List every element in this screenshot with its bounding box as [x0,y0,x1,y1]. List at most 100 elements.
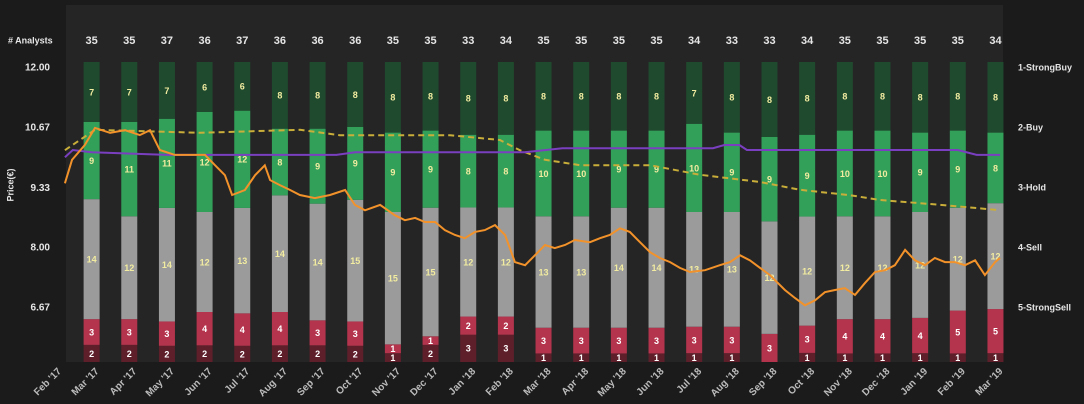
bar-segment [912,62,929,133]
bar-label: 9 [616,165,621,175]
bar-segment [648,62,665,131]
bar-label: 7 [127,87,132,97]
bar-label: 8 [616,92,621,102]
analyst-count: 35 [537,35,549,47]
analyst-count: 33 [763,35,775,47]
line [63,126,1001,307]
bar-label: 8 [993,163,998,173]
y-tick-label: 9.33 [31,183,51,194]
bar-segment [384,212,401,345]
bar-segment [384,344,401,354]
bar-segment [83,319,100,345]
y2-tick-label: 1-StrongBuy [1018,62,1072,72]
bar-segment [535,130,552,217]
bar-segment [648,327,665,354]
bar-segment [912,353,929,362]
bar-segment [648,353,665,362]
bar-segment [309,345,326,362]
bar-label: 2 [277,349,282,359]
bar-segment [836,130,853,217]
bar-segment [799,325,816,353]
analyst-count: 35 [650,35,662,47]
bar-label: 15 [388,274,398,284]
line [64,128,1001,212]
bar-label: 8 [466,94,471,104]
bar-segment [158,207,175,322]
bar-label: 3 [315,328,320,338]
bar-label: 8 [654,92,659,102]
bar-segment [460,62,477,135]
bar-label: 7 [692,88,697,98]
bar-label: 12 [877,263,887,273]
bar-label: 1 [390,344,395,354]
bar-label: 2 [428,349,433,359]
bar-segment [271,128,288,196]
bar-segment [121,62,138,122]
bar-label: 3 [541,336,546,346]
analyst-count: 37 [236,35,248,47]
bar-segment [912,132,929,212]
bar-segment [686,212,703,327]
bar-label: 14 [652,263,662,273]
bar-label: 9 [955,165,960,175]
bar-segment [121,122,138,217]
bar-label: 14 [87,255,97,265]
bar-label: 8 [277,157,282,167]
bar-segment [686,123,703,212]
analyst-count: 35 [85,35,97,47]
bar-label: 8 [541,92,546,102]
bar-segment [121,216,138,320]
bar-label: 8 [880,92,885,102]
bar-label: 3 [729,335,734,345]
bar-label: 8 [729,93,734,103]
bar-label: 12 [802,266,812,276]
bar-label: 8 [277,91,282,101]
bar-segment [836,216,853,320]
bar-segment [686,353,703,362]
bar-segment [686,62,703,124]
bar-label: 10 [576,169,586,179]
bar-label: 10 [840,169,850,179]
bar-label: 4 [880,332,885,342]
bar-label: 8 [767,95,772,105]
bar-segment [912,317,929,354]
bar-segment [949,353,966,362]
bar-segment [121,344,138,362]
bar-segment [949,310,966,354]
bar-label: 12 [990,251,1000,261]
bar-label: 12 [463,257,473,267]
bar-segment [723,132,740,212]
analyst-count: 35 [387,35,399,47]
bar-label: 5 [955,327,960,337]
analyst-count: 35 [876,35,888,47]
bar-segment [987,309,1004,354]
bar-segment [874,319,891,354]
bar-label: 8 [390,93,395,103]
analyst-count: 34 [688,35,701,47]
y2-tick-label: 5-StrongSell [1018,302,1071,312]
bar-label: 1 [541,353,546,363]
bar-segment [234,207,251,314]
bar-segment [874,130,891,217]
y2-tick-label: 3-Hold [1018,182,1046,192]
bar-segment [686,326,703,354]
analyst-count: 34 [500,35,513,47]
bar-label: 9 [654,165,659,175]
bar-label: 14 [162,260,172,270]
bar-segment [460,316,477,335]
bar-segment [422,336,439,345]
bar-label: 12 [840,263,850,273]
bar-label: 14 [614,263,624,273]
bar-label: 2 [164,349,169,359]
bar-label: 7 [89,87,94,97]
bar-segment [234,313,251,346]
bar-label: 12 [237,155,247,165]
analyst-count: 35 [123,35,135,47]
bar-label: 3 [767,343,772,353]
bar-segment [196,62,213,112]
bar-segment [347,345,364,362]
bar-label: 3 [127,327,132,337]
analyst-count: 34 [989,35,1002,47]
bar-segment [987,203,1004,310]
bar-label: 8 [955,92,960,102]
